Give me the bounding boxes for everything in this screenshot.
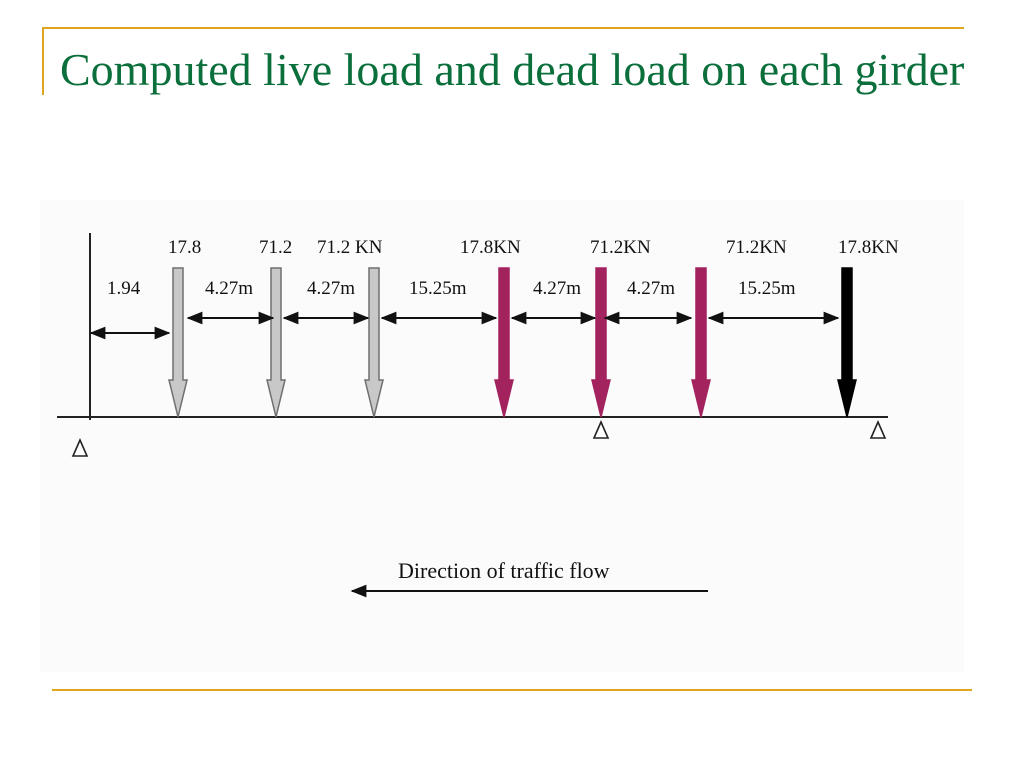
spacing-label: 15.25m [738, 278, 796, 299]
load-arrow-icon [364, 267, 384, 418]
load-arrow-icon [691, 267, 711, 418]
load-label: 17.8KN [460, 237, 521, 258]
spacing-label: 4.27m [205, 278, 253, 299]
load-arrow-icon [266, 267, 286, 418]
slide-title: Computed live load and dead load on each… [60, 44, 965, 95]
spacing-label: 4.27m [533, 278, 581, 299]
top-accent-rule [42, 27, 964, 29]
load-label: 71.2KN [726, 237, 787, 258]
middle-support-icon [592, 420, 610, 439]
spacing-label: 4.27m [627, 278, 675, 299]
spacing-label: 4.27m [307, 278, 355, 299]
load-label: 17.8 [168, 237, 201, 258]
load-label: 71.2KN [590, 237, 651, 258]
load-arrow-icon [168, 267, 188, 418]
right-support-icon [869, 420, 887, 439]
spacing-label: 1.94 [107, 278, 141, 299]
left-support-icon [71, 438, 89, 457]
load-arrow-icon [837, 267, 857, 418]
side-accent-rule [42, 27, 44, 95]
load-arrow-icon [494, 267, 514, 418]
load-label: 17.8KN [838, 237, 899, 258]
bottom-accent-rule [52, 689, 972, 691]
traffic-direction-label: Direction of traffic flow [398, 558, 610, 583]
spacing-label: 15.25m [409, 278, 467, 299]
load-label: 71.2 KN [317, 237, 383, 258]
load-arrow-icon [591, 267, 611, 418]
load-label: 71.2 [259, 237, 292, 258]
